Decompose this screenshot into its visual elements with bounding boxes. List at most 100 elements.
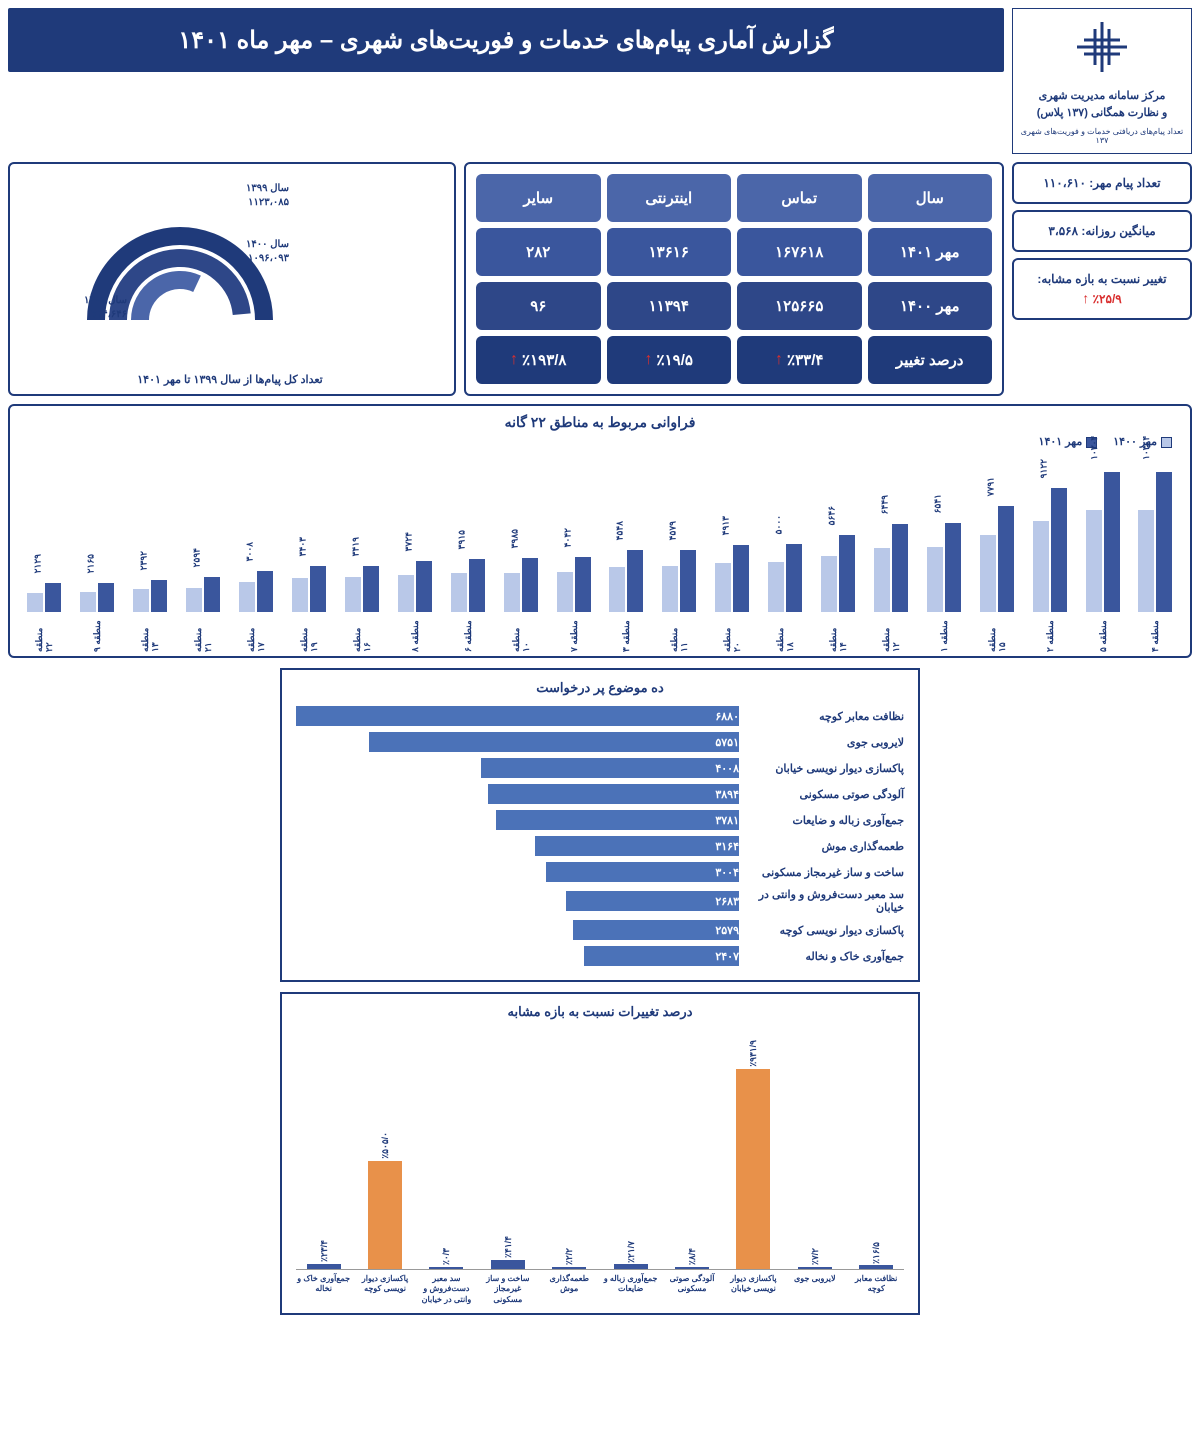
topic-bar-row: ساخت و ساز غیرمجاز مسکونی۳۰۰۴ [296,862,904,882]
pct-bar-value: ٪۲۱/۷ [626,1241,636,1263]
region-bar-group: ۴۰۴۲منطقه ۷ [549,452,598,652]
arc-ring-label: سال ۱۳۹۹۱۱۲۳،۰۸۵ [246,182,289,210]
topic-bar-row: جمع‌آوری خاک و نخاله۲۴۰۷ [296,946,904,966]
region-bar-1400 [186,588,202,612]
region-bar-group: ۶۵۴۱منطقه ۱ [919,452,968,652]
org-subtitle: تعداد پیام‌های دریافتی خدمات و فوریت‌های… [1019,127,1185,145]
pct-bar: ٪۰/۳ [429,1267,463,1269]
region-bar-value: ۳۴۰۳ [297,537,308,556]
pct-bar-label: نظافت معابر کوچه [849,1274,903,1305]
org-name-line1: مرکز سامانه مدیریت شهری [1039,90,1166,102]
region-label: منطقه ۱۱ [669,618,689,652]
pct-bar: ٪۲۳/۴ [307,1264,341,1269]
region-bar-value: ۹۱۲۲ [1038,459,1049,478]
topic-label: جمع‌آوری زباله و ضایعات [739,814,904,827]
region-bar-1400 [27,593,43,612]
region-bar-group: ۵۶۴۶منطقه ۱۴ [814,452,863,652]
comparison-table: سالتماساینترنتیسایرمهر ۱۴۰۱۱۶۷۶۱۸۱۳۶۱۶۲۸… [464,162,1004,396]
table-header-cell: تماس [737,174,862,222]
region-bar-1400 [504,573,520,612]
region-bar-1401: ۳۰۰۸ [257,571,273,612]
region-bar-group: ۲۱۲۹منطقه ۲۲ [20,452,69,652]
region-label: منطقه ۱۹ [299,618,319,652]
region-bar-1400 [1086,510,1102,612]
region-bar-1400 [821,556,837,612]
region-bar-1401: ۴۹۱۳ [733,545,749,612]
topic-bar-row: طعمه‌گذاری موش۳۱۶۴ [296,836,904,856]
pct-bar-value: ٪۱۶/۵ [871,1242,881,1264]
region-bar-value: ۶۵۴۱ [932,494,943,513]
region-label: منطقه ۲۲ [34,618,54,652]
region-bar-group: ۲۳۹۲ منطقه ۱۳ [126,452,175,652]
topic-bar-fill: ۳۸۹۴ [488,784,739,804]
arc-ring-label: سال ۱۴۰۰۱۰۹۶،۰۹۳ [246,238,289,266]
org-logo-box: مرکز سامانه مدیریت شهری و نظارت همگانی (… [1012,8,1192,154]
pct-bar-column: ٪۰/۳ [419,1267,473,1269]
pct-change-chart: درصد تغییرات نسبت به بازه مشابه ٪۲۳/۴٪۵۰… [280,992,920,1315]
pct-bar-column: ٪۲۳/۴ [297,1264,351,1269]
pct-bar-label: جمع‌آوری زباله و ضایعات [604,1274,658,1305]
regions-chart-title: فراوانی مربوط به مناطق ۲۲ گانه [20,414,1180,431]
table-data-cell: درصد تغییر [868,336,993,384]
kpi-column: تعداد پیام مهر: ۱۱۰،۶۱۰میانگین روزانه: ۳… [1012,162,1192,396]
topic-label: نظافت معابر کوچه [739,710,904,723]
table-data-cell: ٪۳۳/۴↑ [737,336,862,384]
region-bar-value: ۷۷۹۱ [985,477,996,496]
table-data-cell: ٪۱۹۳/۸↑ [476,336,601,384]
region-bar-1401: ۷۷۹۱ [998,506,1014,612]
topic-bar-row: سد معبر دست‌فروش و وانتی در خیابان۲۶۸۳ [296,888,904,914]
pct-bar-value: ٪۲۳/۴ [319,1240,329,1262]
region-bar-1401: ۲۱۶۵ [98,583,114,612]
table-data-cell: ۱۱۳۹۴ [607,282,732,330]
arc-ring-label: سال ۱۴۰۱۷۱۴،۶۴۶ [84,294,127,322]
pct-bar-value: ٪۰/۳ [441,1248,451,1265]
pct-bar-value: ٪۹۳۱/۹ [748,1040,758,1067]
region-bar-value: ۴۰۴۲ [562,528,573,547]
pct-bar: ٪۹۳۱/۹ [736,1069,770,1269]
region-bar-1401: ۲۳۹۲ [151,580,167,613]
region-label: منطقه ۹ [92,618,102,652]
region-bar-value: ۴۹۱۳ [721,516,732,535]
pct-bar-column: ٪۲/۲ [542,1267,596,1269]
region-bar-group: ۳۹۸۵منطقه ۱۰ [496,452,545,652]
region-bar-1400 [398,575,414,612]
org-name-line2: و نظارت همگانی (۱۳۷ پلاس) [1037,107,1168,119]
region-bar-1400 [557,572,573,612]
pct-bar-label: لایروبی جوی [788,1274,842,1305]
region-bar-group: ۴۵۷۹ منطقه ۱۱ [655,452,704,652]
region-bar-group: ۶۴۴۹منطقه ۱۲ [867,452,916,652]
topic-bar-fill: ۳۱۶۴ [535,836,739,856]
topic-bar-fill: ۲۶۸۳ [566,891,739,911]
region-label: منطقه ۱۳ [140,618,160,652]
region-bar-group: ۳۰۰۸ منطقه ۱۷ [232,452,281,652]
region-label: منطقه ۱۷ [246,618,266,652]
region-bar-group: ۲۱۶۵ منطقه ۹ [73,452,122,652]
topic-label: جمع‌آوری خاک و نخاله [739,950,904,963]
region-bar-group: ۳۷۲۴منطقه ۸ [390,452,439,652]
table-header-cell: سال [868,174,993,222]
region-label: منطقه ۲ [1045,618,1055,652]
region-label: منطقه ۸ [410,618,420,652]
regions-legend: مهر ۱۴۰۰مهر ۱۴۰۱ [20,435,1180,448]
region-bar-1400 [609,567,625,612]
region-bar-group: ۲۵۹۴منطقه ۲۱ [179,452,228,652]
region-bar-group: ۵۰۰۰منطقه ۱۸ [761,452,810,652]
region-bar-1400 [662,566,678,612]
regions-bar-chart: فراوانی مربوط به مناطق ۲۲ گانه مهر ۱۴۰۰م… [8,404,1192,658]
region-bar-1401: ۴۵۷۹ [680,550,696,612]
pct-bar-label: طعمه‌گذاری موش [542,1274,596,1305]
region-bar-value: ۱۰۳۰۴ [1088,436,1099,460]
topic-bar-row: لایروبی جوی۵۷۵۱ [296,732,904,752]
pct-bar: ٪۵۰۵/۰ [368,1161,402,1269]
region-bar-value: ۲۱۶۵ [86,554,97,573]
region-bar-1400 [80,592,96,612]
region-bar-1401: ۱۰۳۰۴ [1156,472,1172,612]
topic-bar-fill: ۲۵۷۹ [573,920,739,940]
region-bar-1401: ۳۴۰۳ [310,566,326,612]
region-label: منطقه ۲۰ [722,618,742,652]
table-data-cell: ۱۳۶۱۶ [607,228,732,276]
table-data-cell: ٪۱۹/۵↑ [607,336,732,384]
arc-chart: سال ۱۳۹۹۱۱۲۳،۰۸۵ سال ۱۴۰۰۱۰۹۶،۰۹۳ سال ۱۴۰۱… [8,162,456,396]
topic-label: ساخت و ساز غیرمجاز مسکونی [739,866,904,879]
report-title: گزارش آماری پیام‌های خدمات و فوریت‌های ش… [8,8,1004,72]
